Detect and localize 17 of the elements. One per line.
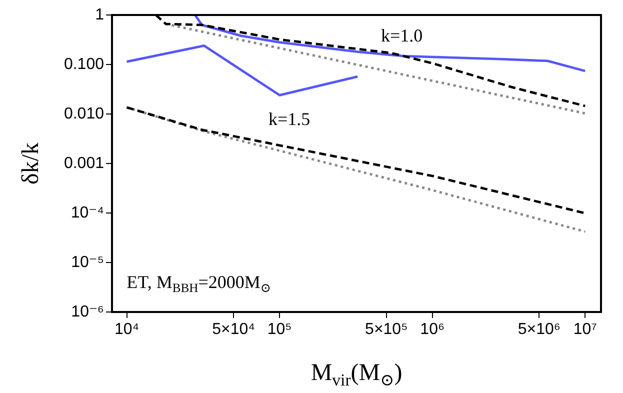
y-tick-label: 0.010 <box>64 105 104 122</box>
y-tick-label: 10⁻⁶ <box>71 303 104 320</box>
x-tick-label: 10⁶ <box>420 321 445 338</box>
y-tick-label: 0.100 <box>64 56 104 73</box>
y-axis-title: δk/k <box>18 142 44 184</box>
x-tick-label: 5×10⁶ <box>518 321 560 338</box>
y-tick-label: 10⁻⁵ <box>71 254 104 271</box>
x-tick-label: 10⁴ <box>114 321 140 338</box>
annotation: k=1.0 <box>380 26 423 46</box>
x-tick-label: 10⁷ <box>573 321 598 338</box>
x-tick-label: 10⁵ <box>267 321 292 338</box>
y-tick-label: 10⁻⁴ <box>70 204 104 222</box>
annotation: k=1.5 <box>268 108 310 129</box>
y-tick-label: 0.001 <box>64 154 104 172</box>
y-tick-label: 1 <box>95 6 104 24</box>
x-tick-label: 5×10⁵ <box>365 321 408 338</box>
x-tick-label: 5×10⁴ <box>212 321 256 338</box>
